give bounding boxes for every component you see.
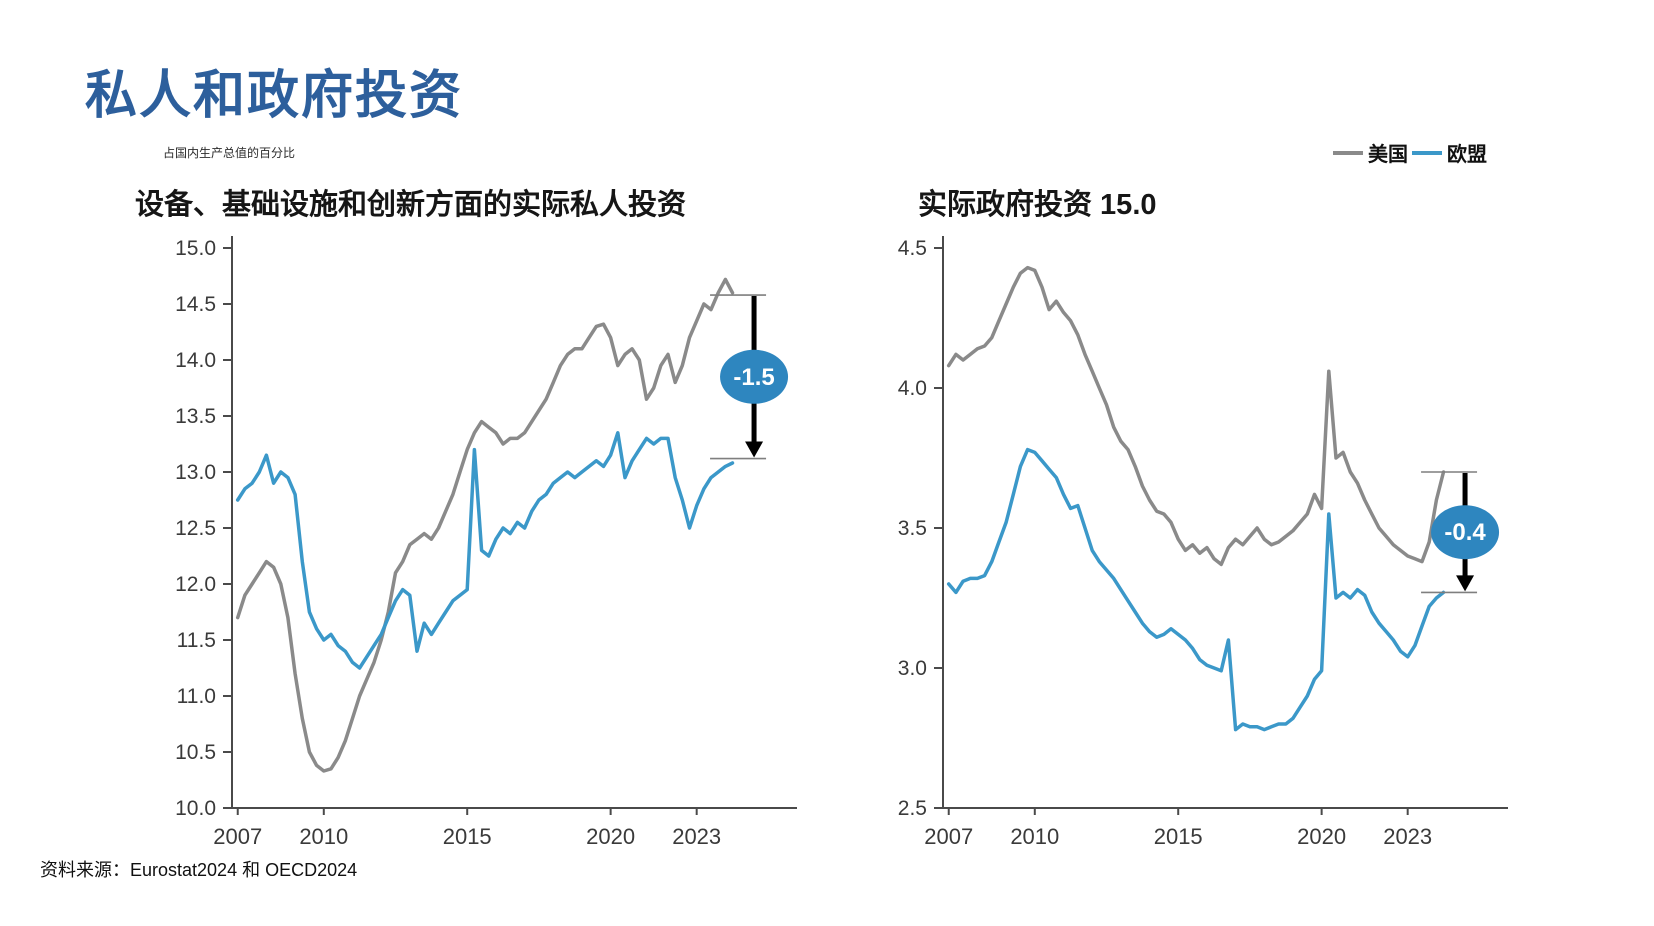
svg-text:2007: 2007: [213, 824, 262, 849]
svg-text:2015: 2015: [443, 824, 492, 849]
svg-text:15.0: 15.0: [175, 237, 216, 260]
government-investment-chart: 4.5 4.0 3.5 3.0 2.5 2007 2010 2015 2020 2023 -0.4: [843, 228, 1543, 868]
svg-text:10.5: 10.5: [175, 741, 216, 764]
svg-text:2020: 2020: [586, 824, 635, 849]
svg-text:2010: 2010: [1010, 824, 1059, 849]
svg-text:3.0: 3.0: [898, 657, 927, 680]
private-investment-plot: 15.0 14.5 14.0 13.5 13.0 12.5 12.0 11.5 11.0 10.5…: [175, 236, 797, 849]
svg-text:2007: 2007: [924, 824, 973, 849]
private-investment-chart-title: 设备、基础设施和创新方面的实际私人投资: [135, 189, 687, 221]
legend-label-us: 美国: [1368, 144, 1408, 166]
svg-text:2010: 2010: [299, 824, 348, 849]
private-investment-chart: 15.0 14.5 14.0 13.5 13.0 12.5 12.0 11.5 11.0 10.5…: [132, 228, 832, 868]
svg-text:14.5: 14.5: [175, 293, 216, 316]
svg-text:3.5: 3.5: [898, 517, 927, 540]
svg-text:12.0: 12.0: [175, 573, 216, 596]
svg-text:11.5: 11.5: [177, 629, 216, 652]
unit-note: 占国内生产总值的百分比: [163, 146, 296, 160]
svg-text:4.0: 4.0: [898, 377, 927, 400]
svg-text:-0.4: -0.4: [1444, 519, 1486, 546]
svg-text:2020: 2020: [1297, 824, 1346, 849]
legend-item-eu: 欧盟: [1412, 138, 1487, 167]
svg-text:2.5: 2.5: [898, 797, 927, 820]
svg-text:4.5: 4.5: [898, 237, 927, 260]
eu-line-swatch: [1412, 150, 1442, 155]
svg-text:14.0: 14.0: [175, 349, 216, 372]
svg-text:13.5: 13.5: [175, 405, 216, 428]
svg-text:13.0: 13.0: [175, 461, 216, 484]
svg-text:2015: 2015: [1154, 824, 1203, 849]
legend-item-us: 美国: [1333, 138, 1408, 167]
svg-text:12.5: 12.5: [175, 517, 216, 540]
page-title: 私人和政府投资: [85, 66, 464, 125]
government-investment-chart-title: 实际政府投资 15.0: [918, 189, 1157, 221]
legend-label-eu: 欧盟: [1447, 144, 1487, 166]
svg-text:2023: 2023: [1383, 824, 1432, 849]
legend: 美国 欧盟: [1333, 138, 1487, 167]
svg-text:11.0: 11.0: [177, 685, 216, 708]
svg-text:2023: 2023: [672, 824, 721, 849]
government-investment-plot: 4.5 4.0 3.5 3.0 2.5 2007 2010 2015 2020 2023 -0.4: [898, 236, 1508, 849]
svg-text:10.0: 10.0: [175, 797, 216, 820]
source-note: 资料来源：Eurostat2024 和 OECD2024: [40, 860, 358, 880]
us-line-swatch: [1333, 150, 1363, 155]
svg-text:-1.5: -1.5: [733, 364, 774, 391]
